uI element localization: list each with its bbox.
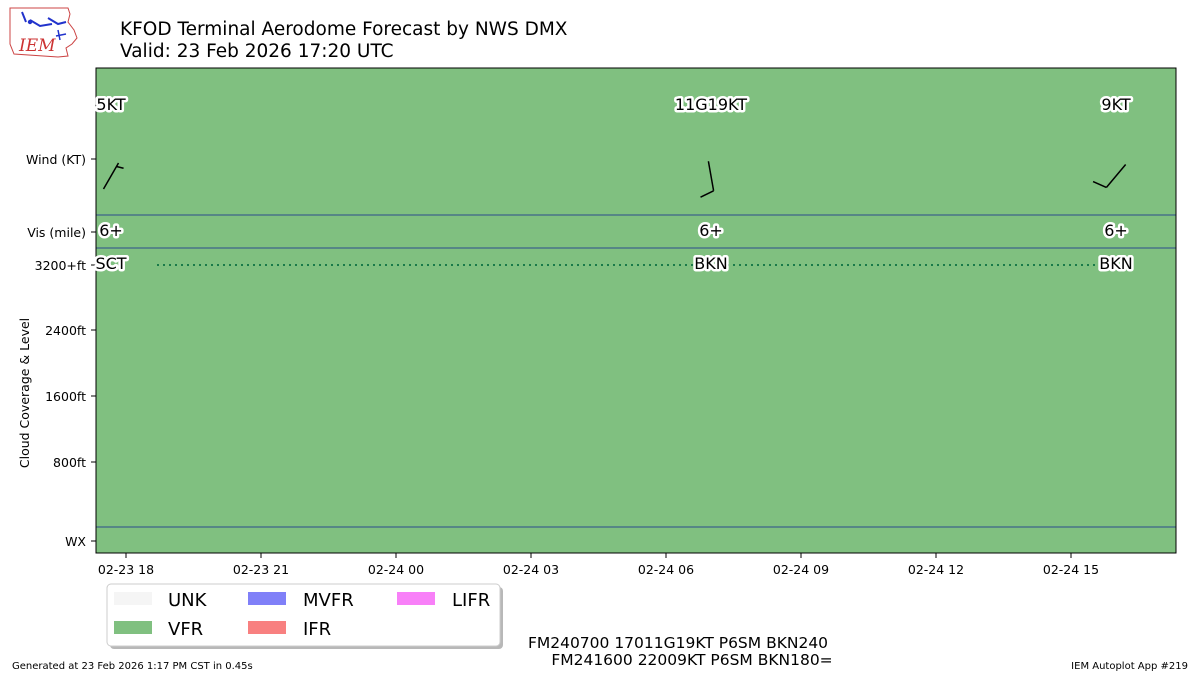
- y-tick-wx: WX: [65, 534, 86, 549]
- vis-label-0-halo: 6+: [99, 221, 123, 240]
- x-tick-label-5: 02-24 09: [773, 562, 829, 577]
- cloud-label-2-halo: BKN: [1099, 254, 1132, 273]
- wind-label-0-halo: 5KT: [96, 95, 125, 114]
- wind-label-2-halo: 9KT: [1101, 95, 1130, 114]
- x-tick-label-6: 02-24 12: [908, 562, 964, 577]
- y-tick-3200ft: 3200+ft: [35, 258, 86, 273]
- x-tick-label-2: 02-24 00: [368, 562, 424, 577]
- vis-label-2: 6+: [1104, 221, 1128, 240]
- vis-label-2-halo: 6+: [1104, 221, 1128, 240]
- forecast-marks: 5KT5KT6+6+SCTSCT11G19KT11G19KT6+6+BKNBKN…: [93, 93, 1135, 276]
- wind-label-2: 9KT: [1101, 95, 1130, 114]
- cloud-label-0: SCT: [95, 254, 126, 273]
- x-tick-label-1: 02-23 21: [233, 562, 289, 577]
- legend-label-ifr: IFR: [303, 619, 331, 640]
- iem-logo: IEM: [9, 7, 78, 58]
- plot-frame: [95, 67, 1177, 554]
- y-tick-wind: Wind (KT): [26, 152, 86, 167]
- vis-label-0: 6+: [99, 221, 123, 240]
- legend-swatch-mvfr: [248, 592, 286, 605]
- legend-label-lifr: LIFR: [452, 590, 490, 611]
- wind-label-1-halo: 11G19KT: [675, 95, 747, 114]
- wind-barb-0: [102, 162, 124, 190]
- y-tick-2400ft: 2400ft: [45, 323, 86, 338]
- y-tick-vis: Vis (mile): [27, 225, 86, 240]
- taf-line-1: FM240700 17011G19KT P6SM BKN240: [528, 634, 828, 652]
- wind-label-1: 11G19KT: [675, 95, 747, 114]
- plot-background: [96, 68, 1176, 553]
- wind-barb-1: [700, 161, 715, 198]
- legend-swatch-ifr: [248, 621, 286, 634]
- x-tick-label-4: 02-24 06: [638, 562, 694, 577]
- x-tick-label-3: 02-24 03: [503, 562, 559, 577]
- y-tick-1600ft: 1600ft: [45, 389, 86, 404]
- legend-swatch-lifr: [397, 592, 435, 605]
- cloud-label-0-halo: SCT: [95, 254, 126, 273]
- y-tick-800ft: 800ft: [53, 455, 86, 470]
- legend-swatch-unk: [114, 592, 152, 605]
- cloud-label-1-halo: BKN: [694, 254, 727, 273]
- y-axis: Wind (KT) Vis (mile) 3200+ft 2400ft 1600…: [17, 152, 96, 549]
- chart-title: KFOD Terminal Aerodome Forecast by NWS D…: [120, 19, 568, 40]
- wind-label-0: 5KT: [96, 95, 125, 114]
- vis-label-1-halo: 6+: [699, 221, 723, 240]
- legend-label-vfr: VFR: [168, 619, 203, 640]
- x-tick-label-0: 02-23 18: [98, 562, 154, 577]
- x-axis: 02-23 18 02-23 21 02-24 00 02-24 03 02-24 06…: [98, 553, 1099, 577]
- legend: UNK MVFR LIFR VFR IFR: [106, 583, 503, 649]
- legend-swatch-vfr: [114, 621, 152, 634]
- footer-app: IEM Autoplot App #219: [1071, 661, 1188, 672]
- cloud-label-1: BKN: [694, 254, 727, 273]
- chart-subtitle: Valid: 23 Feb 2026 17:20 UTC: [120, 41, 394, 62]
- x-tick-label-7: 02-24 15: [1043, 562, 1099, 577]
- legend-label-mvfr: MVFR: [303, 590, 354, 611]
- logo-text: IEM: [18, 36, 56, 56]
- cloud-label-2: BKN: [1099, 254, 1132, 273]
- wind-barb-2: [1092, 164, 1127, 189]
- footer-generated: Generated at 23 Feb 2026 1:17 PM CST in …: [12, 661, 253, 672]
- y-axis-label: Cloud Coverage & Level: [17, 318, 32, 468]
- taf-line-2: FM241600 22009KT P6SM BKN180=: [551, 651, 832, 669]
- vis-label-1: 6+: [699, 221, 723, 240]
- legend-label-unk: UNK: [168, 590, 208, 611]
